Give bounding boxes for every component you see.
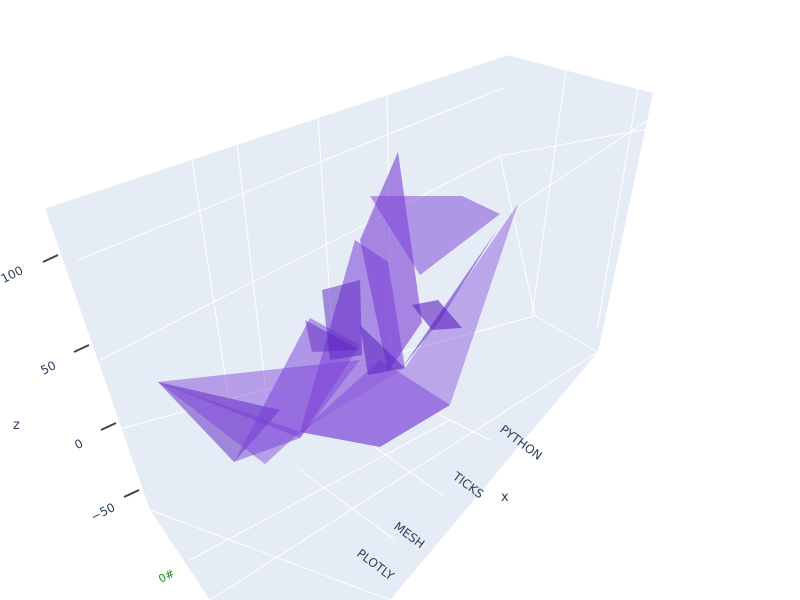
floor-wall [150, 352, 598, 600]
z-tick-label: 0 [72, 436, 85, 452]
mesh-face [370, 196, 500, 275]
mesh-face [360, 152, 422, 372]
mesh-face [360, 325, 405, 375]
z-axis-title: z [13, 418, 20, 433]
mesh-face [322, 280, 362, 360]
z-tick-label: 100 [0, 263, 25, 286]
z-tick-mark [73, 344, 90, 353]
z-tick-label: 50 [38, 358, 58, 377]
mesh-surface [158, 152, 518, 464]
z-tick-mark [42, 254, 59, 263]
mesh-face [265, 360, 450, 464]
mesh-face [412, 300, 462, 330]
z-tick-mark [100, 422, 117, 431]
y-tick-label: 0# [156, 567, 176, 586]
x-axis-title: x [501, 490, 509, 505]
y-axis: 0# [156, 567, 176, 586]
z-tick-label: −50 [88, 500, 117, 524]
mesh-face [305, 320, 360, 352]
z-tick-mark [123, 489, 140, 498]
mesh-face [402, 230, 497, 368]
mesh-face [300, 204, 518, 447]
